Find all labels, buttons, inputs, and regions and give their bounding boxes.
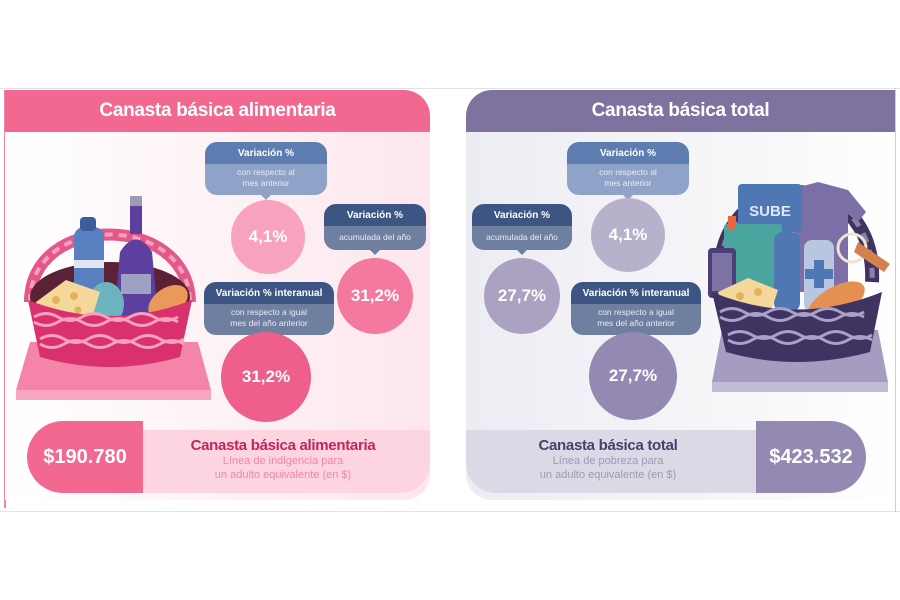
interannual-variation-callout: Variación % interanual con respecto a ig… — [204, 282, 334, 340]
food-basket-icon — [16, 196, 211, 400]
callout-subtitle: mes del año anterior — [597, 318, 675, 328]
callout-subtitle: mes del año anterior — [230, 318, 308, 328]
monthly-variation-value: 4,1% — [591, 198, 665, 272]
accumulated-variation-callout: Variación % acumulada del año — [324, 204, 426, 255]
callout-tail — [261, 195, 271, 200]
panel-title: Canasta básica total — [466, 90, 895, 132]
callout-title: Variación % — [567, 142, 689, 164]
callout-tail — [370, 250, 380, 255]
callout-title: Variación % — [205, 142, 327, 164]
callout-subtitle: mes anterior — [604, 178, 652, 188]
callout-title: Variación % — [472, 204, 572, 226]
summary-amount: $190.780 — [27, 421, 143, 493]
summary-bar: Canasta básica total Línea de pobreza pa… — [466, 430, 766, 493]
callout-subtitle: con respecto a igual — [597, 307, 675, 317]
summary-title: Canasta básica alimentaria — [190, 437, 376, 454]
callout-title: Variación % interanual — [571, 282, 701, 304]
summary-amount: $423.532 — [756, 421, 866, 493]
callout-tail — [623, 195, 633, 200]
callout-subtitle: acumulada del año — [472, 226, 572, 250]
summary-title: Canasta básica total — [538, 437, 678, 454]
callout-title: Variación % — [324, 204, 426, 226]
interannual-variation-value: 27,7% — [589, 332, 677, 420]
interannual-variation-value: 31,2% — [221, 332, 311, 422]
panel-canasta-alimentaria: Canasta básica alimentaria — [5, 90, 430, 500]
monthly-variation-callout: Variación % con respecto al mes anterior — [205, 142, 327, 200]
total-basket-icon: SUBE — [708, 182, 890, 392]
interannual-variation-callout: Variación % interanual con respecto a ig… — [571, 282, 701, 340]
callout-subtitle: con respecto al — [237, 167, 295, 177]
summary-subtitle: un adulto equivalente (en $) — [214, 469, 352, 481]
callout-subtitle: mes anterior — [242, 178, 290, 188]
callout-subtitle: acumulada del año — [324, 226, 426, 250]
callout-tail — [517, 250, 527, 255]
callout-subtitle: con respecto al — [599, 167, 657, 177]
callout-title: Variación % interanual — [204, 282, 334, 304]
accumulated-variation-callout: Variación % acumulada del año — [472, 204, 572, 255]
panel-canasta-total: Canasta básica total Variación % con res… — [466, 90, 895, 500]
summary-subtitle: un adulto equivalente (en $) — [539, 469, 677, 481]
callout-subtitle: con respecto a igual — [230, 307, 308, 317]
summary-subtitle: Línea de pobreza para — [552, 455, 664, 467]
summary-bar: Canasta básica alimentaria Línea de indi… — [137, 430, 430, 493]
sube-card-text: SUBE — [749, 203, 791, 220]
accumulated-variation-value: 27,7% — [484, 258, 560, 334]
monthly-variation-value: 4,1% — [231, 200, 305, 274]
panel-title: Canasta básica alimentaria — [5, 90, 430, 132]
accumulated-variation-value: 31,2% — [337, 258, 413, 334]
monthly-variation-callout: Variación % con respecto al mes anterior — [567, 142, 689, 200]
infographic-frame — [0, 88, 900, 512]
summary-subtitle: Línea de indigencia para — [222, 455, 344, 467]
frame-right-border — [895, 88, 896, 512]
